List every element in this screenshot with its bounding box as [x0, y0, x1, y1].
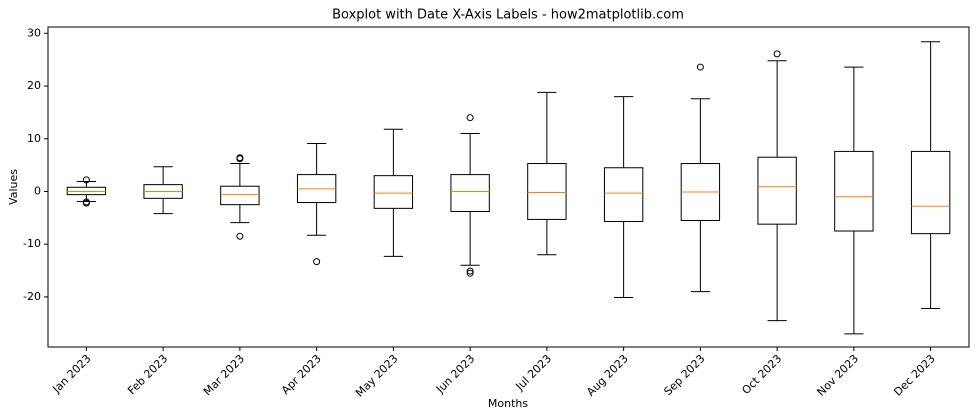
x-tick-label: May 2023	[353, 352, 401, 400]
outlier	[236, 154, 244, 162]
outlier	[82, 176, 90, 184]
x-tick-label: Jun 2023	[433, 352, 477, 396]
box	[757, 156, 797, 225]
outlier	[236, 232, 244, 240]
outlier	[313, 258, 321, 266]
box	[450, 174, 490, 213]
x-tick-label: Feb 2023	[125, 352, 170, 397]
outlier	[82, 199, 90, 207]
x-tick-label: Apr 2023	[279, 352, 324, 397]
y-tick-label: 20	[27, 79, 41, 92]
x-tick-label: Jan 2023	[49, 352, 93, 396]
y-tick-label: -20	[23, 290, 41, 303]
x-tick-label: Jul 2023	[513, 352, 555, 394]
chart-title: Boxplot with Date X-Axis Labels - how2ma…	[332, 8, 684, 23]
y-axis-label: Values	[7, 169, 20, 205]
box	[834, 150, 874, 232]
box	[603, 167, 644, 223]
box	[373, 175, 414, 209]
x-axis-label: Months	[488, 397, 528, 410]
outlier	[696, 63, 704, 71]
outlier	[773, 50, 781, 58]
x-tick-label: Dec 2023	[891, 352, 938, 399]
y-tick-label: 30	[27, 26, 41, 39]
outlier	[466, 267, 474, 275]
x-tick-label: Nov 2023	[814, 352, 861, 399]
plot-frame	[47, 26, 970, 348]
box	[220, 185, 260, 206]
x-tick-label: Aug 2023	[584, 352, 631, 399]
y-tick-label: 10	[27, 132, 41, 145]
y-tick-label: -10	[23, 237, 41, 250]
box	[66, 186, 107, 196]
x-tick-label: Sep 2023	[661, 352, 707, 398]
outlier	[466, 114, 474, 122]
box	[527, 163, 567, 220]
x-tick-label: Mar 2023	[201, 352, 247, 398]
box	[910, 150, 951, 235]
x-tick-label: Oct 2023	[739, 352, 784, 397]
y-tick-label: 0	[34, 184, 41, 197]
outlier	[466, 269, 474, 277]
